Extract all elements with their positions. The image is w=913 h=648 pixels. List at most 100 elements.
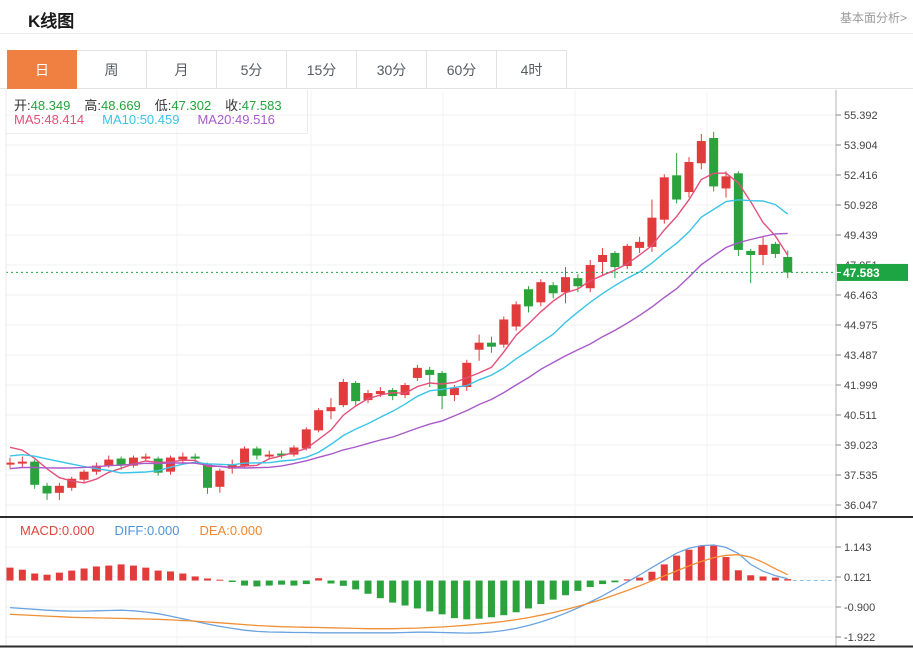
legend-item-close: 收:47.583 xyxy=(225,98,282,113)
candle-body xyxy=(425,369,435,375)
tab-interval-4[interactable]: 15分 xyxy=(287,50,357,89)
tab-interval-7[interactable]: 4时 xyxy=(497,50,567,89)
macd-hist-bar xyxy=(673,555,681,581)
macd-hist-bar xyxy=(315,578,323,581)
candle-body xyxy=(363,393,373,401)
candle-body xyxy=(153,458,163,473)
macd-hist-bar xyxy=(710,545,718,581)
candle-body xyxy=(474,342,484,350)
y-axis-label: 37.535 xyxy=(844,470,878,482)
macd-hist-bar xyxy=(549,580,557,600)
y-axis-label: 52.416 xyxy=(844,170,878,182)
tab-interval-6[interactable]: 60分 xyxy=(427,50,497,89)
macd-hist-bar xyxy=(154,570,162,581)
macd-hist-bar xyxy=(142,567,150,581)
candle-body xyxy=(412,367,422,378)
ma5-line xyxy=(9,172,789,484)
y-axis-label: 53.904 xyxy=(844,140,878,152)
diff-line xyxy=(9,544,788,634)
candle-body xyxy=(30,461,40,485)
macd-hist-bar xyxy=(6,567,14,581)
y-axis-label: 55.392 xyxy=(844,110,878,122)
macd-hist-bar xyxy=(500,580,508,616)
current-price-tag-label: 47.583 xyxy=(843,266,880,280)
candle-body xyxy=(54,485,64,493)
kline-macd-chart[interactable]: 55.39253.90452.41650.92849.43947.95146.4… xyxy=(0,90,913,648)
macd-hist-bar xyxy=(241,580,249,586)
macd-hist-bar xyxy=(747,575,755,581)
macd-hist-bar xyxy=(80,568,88,581)
macd-hist-bar xyxy=(401,580,409,606)
candle-body xyxy=(351,382,361,402)
candle-body xyxy=(165,457,175,472)
macd-hist-bar xyxy=(18,569,26,581)
header-divider xyxy=(0,33,913,34)
macd-hist-bar xyxy=(611,580,619,583)
candle-body xyxy=(42,485,52,494)
y-axis-label: 46.463 xyxy=(844,290,878,302)
y-axis-label: 44.975 xyxy=(844,320,878,332)
macd-hist-bar xyxy=(438,580,446,615)
macd-hist-bar xyxy=(191,576,199,581)
candle-body xyxy=(721,176,731,189)
tab-interval-5[interactable]: 30分 xyxy=(357,50,427,89)
candle-body xyxy=(203,464,213,488)
legend-item-ma20: MA20:49.516 xyxy=(197,112,275,127)
macd-hist-bar xyxy=(524,580,532,609)
tab-interval-1[interactable]: 周 xyxy=(77,50,147,89)
macd-hist-bar xyxy=(599,580,607,585)
ma-legend: MA5:48.414 MA10:50.459 MA20:49.516 xyxy=(14,112,275,127)
macd-hist-bar xyxy=(685,549,693,581)
ma20-line xyxy=(9,232,788,470)
ohlc-legend: 开:48.349 高:48.669 低:47.302 收:47.583 xyxy=(14,95,282,114)
macd-hist-bar xyxy=(648,571,656,581)
macd-hist-bar xyxy=(487,580,495,618)
candle-body xyxy=(400,384,410,396)
candle-body xyxy=(523,289,533,307)
candle-body xyxy=(659,177,669,220)
tab-interval-3[interactable]: 5分 xyxy=(217,50,287,89)
macd-hist-bar xyxy=(734,570,742,581)
candle-body xyxy=(610,252,620,268)
current-price-tag xyxy=(837,263,908,281)
macd-hist-bar xyxy=(166,571,174,581)
legend-item-diff: DIFF:0.000 xyxy=(114,523,180,538)
page-title: K线图 xyxy=(28,12,75,31)
macd-hist-bar xyxy=(586,580,594,588)
macd-hist-bar xyxy=(352,580,360,590)
candle-body xyxy=(511,304,521,327)
macd-hist-bar xyxy=(759,576,767,581)
tab-interval-0[interactable]: 日 xyxy=(7,50,77,89)
macd-hist-bar xyxy=(463,580,471,620)
candle-body xyxy=(499,319,509,345)
macd-hist-bar xyxy=(537,580,545,605)
ma10-line xyxy=(9,199,789,474)
candle-body xyxy=(598,254,608,263)
macd-axis-label: -1.922 xyxy=(844,632,875,644)
candle-body xyxy=(116,458,126,466)
macd-hist-bar xyxy=(290,580,298,586)
candle-body xyxy=(536,282,546,303)
macd-hist-bar xyxy=(364,580,372,594)
candle-body xyxy=(783,256,793,273)
macd-hist-bar xyxy=(450,580,458,619)
candle-body xyxy=(67,478,77,488)
fundamental-analysis-link[interactable]: 基本面分析> xyxy=(839,11,907,25)
macd-hist-bar xyxy=(636,577,644,581)
macd-hist-bar xyxy=(327,580,335,584)
macd-hist-bar xyxy=(265,580,273,586)
legend-item-macd: MACD:0.000 xyxy=(20,523,95,538)
macd-hist-bar xyxy=(475,580,483,619)
macd-hist-bar xyxy=(660,564,668,581)
macd-hist-bar xyxy=(43,574,51,581)
macd-legend: MACD:0.000 DIFF:0.000 DEA:0.000 xyxy=(20,523,262,538)
candle-body xyxy=(326,407,336,412)
tab-interval-2[interactable]: 月 xyxy=(147,50,217,89)
macd-hist-bar xyxy=(376,580,384,599)
candle-body xyxy=(301,429,311,449)
macd-hist-bar xyxy=(426,580,434,612)
legend-box xyxy=(6,90,308,134)
candle-body xyxy=(240,448,250,466)
candle-body xyxy=(17,461,27,464)
candle-body xyxy=(104,459,114,466)
